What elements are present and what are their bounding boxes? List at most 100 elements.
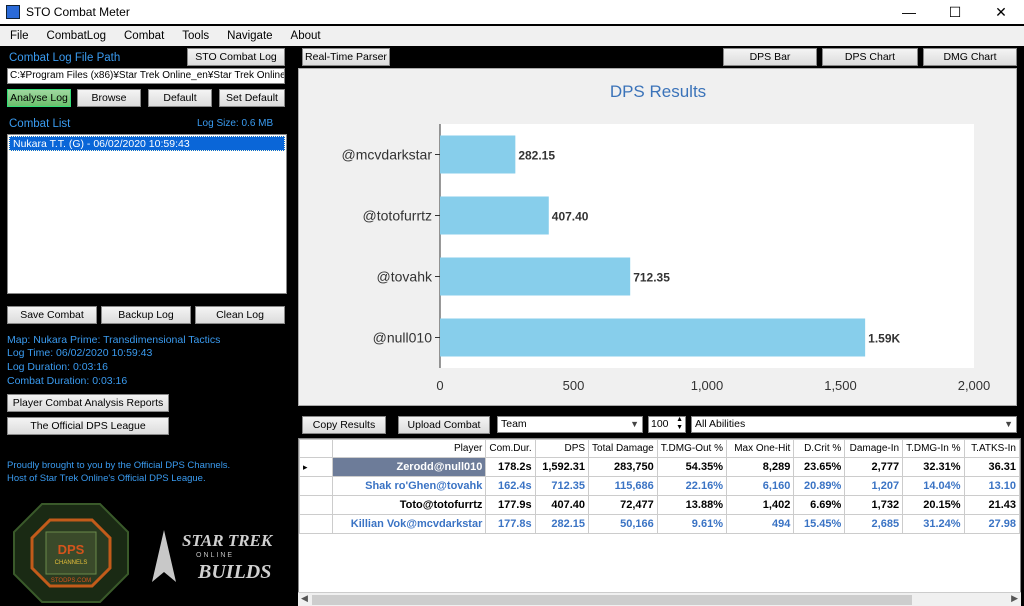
bar-tovahk — [440, 257, 631, 296]
row-selector[interactable] — [299, 514, 333, 534]
table-row[interactable]: Toto@totofurrtz 177.9s 407.40 72,477 13.88% 1… — [299, 495, 1020, 515]
sto-combat-log-button[interactable]: STO Combat Log — [187, 48, 285, 66]
row-selector[interactable] — [299, 476, 333, 496]
cell-tdmg-out: 13.88% — [656, 495, 727, 515]
menu-navigate[interactable]: Navigate — [227, 30, 273, 42]
menu-about[interactable]: About — [290, 30, 321, 42]
combat-list[interactable]: Nukara T.T. (G) - 06/02/2020 10:59:43 — [7, 134, 287, 294]
abilities-select[interactable]: All Abilities ▼ — [691, 416, 1017, 433]
column-header-total-damage[interactable]: Total Damage — [588, 439, 658, 458]
cell-dps: 282.15 — [534, 514, 590, 534]
save-combat-button[interactable]: Save Combat — [7, 306, 97, 324]
set-default-button[interactable]: Set Default — [219, 89, 285, 107]
dps-chart-button[interactable]: DPS Chart — [822, 48, 918, 66]
dps-league-button[interactable]: The Official DPS League — [7, 417, 169, 435]
bar-data-label: 282.15 — [518, 149, 555, 163]
row-selector-arrow-icon[interactable]: ▸ — [299, 457, 333, 477]
menu-tools[interactable]: Tools — [182, 30, 210, 42]
dps-chart-panel: DPS Results @mcvdarkstar 282.15 @totofurrtz… — [298, 68, 1017, 406]
player-reports-button[interactable]: Player Combat Analysis Reports — [7, 394, 169, 412]
column-header-dps[interactable]: DPS — [534, 439, 590, 458]
column-header-com-dur[interactable]: Com.Dur. — [485, 439, 536, 458]
analyse-log-button[interactable]: Analyse Log — [7, 89, 71, 107]
column-header-damage-in[interactable]: Damage-In — [844, 439, 904, 458]
x-tick-label: 500 — [563, 378, 585, 393]
default-button[interactable]: Default — [148, 89, 212, 107]
cell-player: Shak ro'Ghen@tovahk — [331, 476, 487, 496]
sto-logo-online: ONLINE — [196, 552, 234, 559]
dmg-chart-button[interactable]: DMG Chart — [923, 48, 1017, 66]
cell-dcrit: 23.65% — [793, 457, 846, 477]
column-header-dcrit[interactable]: D.Crit % — [793, 439, 846, 458]
x-tick-label: 1,000 — [691, 378, 724, 393]
table-row[interactable]: Shak ro'Ghen@tovahk 162.4s 712.35 115,686 22… — [299, 476, 1020, 496]
table-row[interactable]: ▸ Zerodd@null010 178.2s 1,592.31 283,750 54.3… — [299, 457, 1020, 477]
menu-combat[interactable]: Combat — [124, 30, 165, 42]
cell-tatks-in: 27.98 — [963, 514, 1020, 534]
backup-log-button[interactable]: Backup Log — [101, 306, 191, 324]
abilities-select-value: All Abilities — [695, 418, 746, 430]
close-button[interactable]: ✕ — [995, 3, 1007, 20]
column-header-tdmg-out[interactable]: T.DMG-Out % — [656, 439, 727, 458]
cell-dps: 407.40 — [534, 495, 590, 515]
cell-dcrit: 6.69% — [793, 495, 846, 515]
table-row[interactable]: Killian Vok@mcvdarkstar 177.8s 282.15 50,16… — [299, 514, 1020, 534]
sto-builds-logo: STAR TREK ONLINE BUILDS — [152, 530, 274, 583]
scroll-left-icon[interactable]: ◀ — [301, 593, 308, 603]
table-header-row: Player Com.Dur. DPS Total Damage T.DMG-O… — [299, 439, 1020, 458]
scroll-right-icon[interactable]: ▶ — [1011, 593, 1018, 603]
column-header-player[interactable]: Player — [331, 439, 487, 458]
maximize-button[interactable]: ☐ — [948, 3, 962, 20]
cell-damage-in: 2,777 — [844, 457, 904, 477]
title-bar: STO Combat Meter — ☐ ✕ — [0, 0, 1024, 24]
cell-tdmg-in: 32.31% — [902, 457, 965, 477]
app-icon — [6, 5, 20, 19]
clean-log-button[interactable]: Clean Log — [195, 306, 285, 324]
cell-max-one-hit: 494 — [725, 514, 795, 534]
browse-button[interactable]: Browse — [77, 89, 141, 107]
team-select-value: Team — [501, 418, 527, 430]
row-selector[interactable] — [299, 495, 333, 515]
scrollbar-thumb[interactable] — [312, 595, 912, 605]
dps-bar-button[interactable]: DPS Bar — [723, 48, 817, 66]
combat-duration: Combat Duration: 0:03:16 — [7, 375, 128, 387]
cell-total-damage: 283,750 — [588, 457, 658, 477]
bar-data-label: 407.40 — [552, 210, 589, 224]
column-header-max-one-hit[interactable]: Max One-Hit — [725, 439, 795, 458]
path-input[interactable]: C:¥Program Files (x86)¥Star Trek Online_… — [7, 68, 285, 84]
realtime-parser-button[interactable]: Real-Time Parser — [302, 48, 390, 66]
cell-com-dur: 178.2s — [485, 457, 536, 477]
stepper-arrows-icon[interactable]: ▲ ▼ — [676, 416, 683, 431]
x-tick-label: 0 — [436, 378, 443, 393]
results-table[interactable]: Player Com.Dur. DPS Total Damage T.DMG-O… — [298, 438, 1021, 604]
cell-max-one-hit: 6,160 — [725, 476, 795, 496]
sto-logo-builds: BUILDS — [197, 561, 271, 583]
cell-tatks-in: 13.10 — [963, 476, 1020, 496]
path-label: Combat Log File Path — [9, 52, 121, 64]
dps-logo-text: DPS — [58, 542, 85, 557]
cell-tdmg-in: 20.15% — [902, 495, 965, 515]
cell-player: Toto@totofurrtz — [331, 495, 487, 515]
y-tick-label: @totofurrtz — [363, 208, 432, 224]
copy-results-button[interactable]: Copy Results — [302, 416, 386, 434]
bar-totofurrtz — [440, 196, 549, 235]
combat-list-item[interactable]: Nukara T.T. (G) - 06/02/2020 10:59:43 — [9, 136, 285, 151]
minimize-button[interactable]: — — [902, 4, 916, 20]
cell-dcrit: 15.45% — [793, 514, 846, 534]
count-stepper[interactable]: 100 ▲ ▼ — [648, 416, 686, 433]
cell-damage-in: 2,685 — [844, 514, 904, 534]
upload-combat-button[interactable]: Upload Combat — [398, 416, 490, 434]
log-time: Log Time: 06/02/2020 10:59:43 — [7, 347, 153, 359]
menu-bar: File CombatLog Combat Tools Navigate Abo… — [0, 26, 1024, 46]
dps-channels-logo[interactable]: DPS CHANNELS STODPS.COM — [12, 502, 130, 604]
horizontal-scrollbar[interactable]: ◀ ▶ — [298, 592, 1021, 606]
menu-file[interactable]: File — [10, 30, 29, 42]
cell-total-damage: 72,477 — [588, 495, 658, 515]
column-header-tatks-in[interactable]: T.ATKS-In — [963, 439, 1020, 458]
cell-tdmg-in: 14.04% — [902, 476, 965, 496]
menu-combatlog[interactable]: CombatLog — [46, 30, 106, 42]
team-select[interactable]: Team ▼ — [497, 416, 643, 433]
column-header-tdmg-in[interactable]: T.DMG-In % — [902, 439, 965, 458]
x-tick-label: 1,500 — [824, 378, 857, 393]
y-tick-label: @tovahk — [377, 269, 433, 285]
